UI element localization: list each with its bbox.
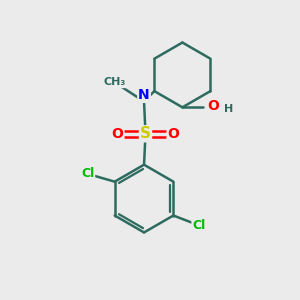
Text: Cl: Cl [81, 167, 94, 180]
Text: S: S [140, 126, 151, 141]
Text: N: N [138, 88, 150, 102]
Text: Cl: Cl [192, 219, 206, 232]
Text: H: H [224, 104, 233, 114]
Text: O: O [112, 127, 124, 141]
Text: CH₃: CH₃ [103, 77, 126, 87]
Text: O: O [167, 127, 179, 141]
Text: O: O [207, 99, 219, 113]
